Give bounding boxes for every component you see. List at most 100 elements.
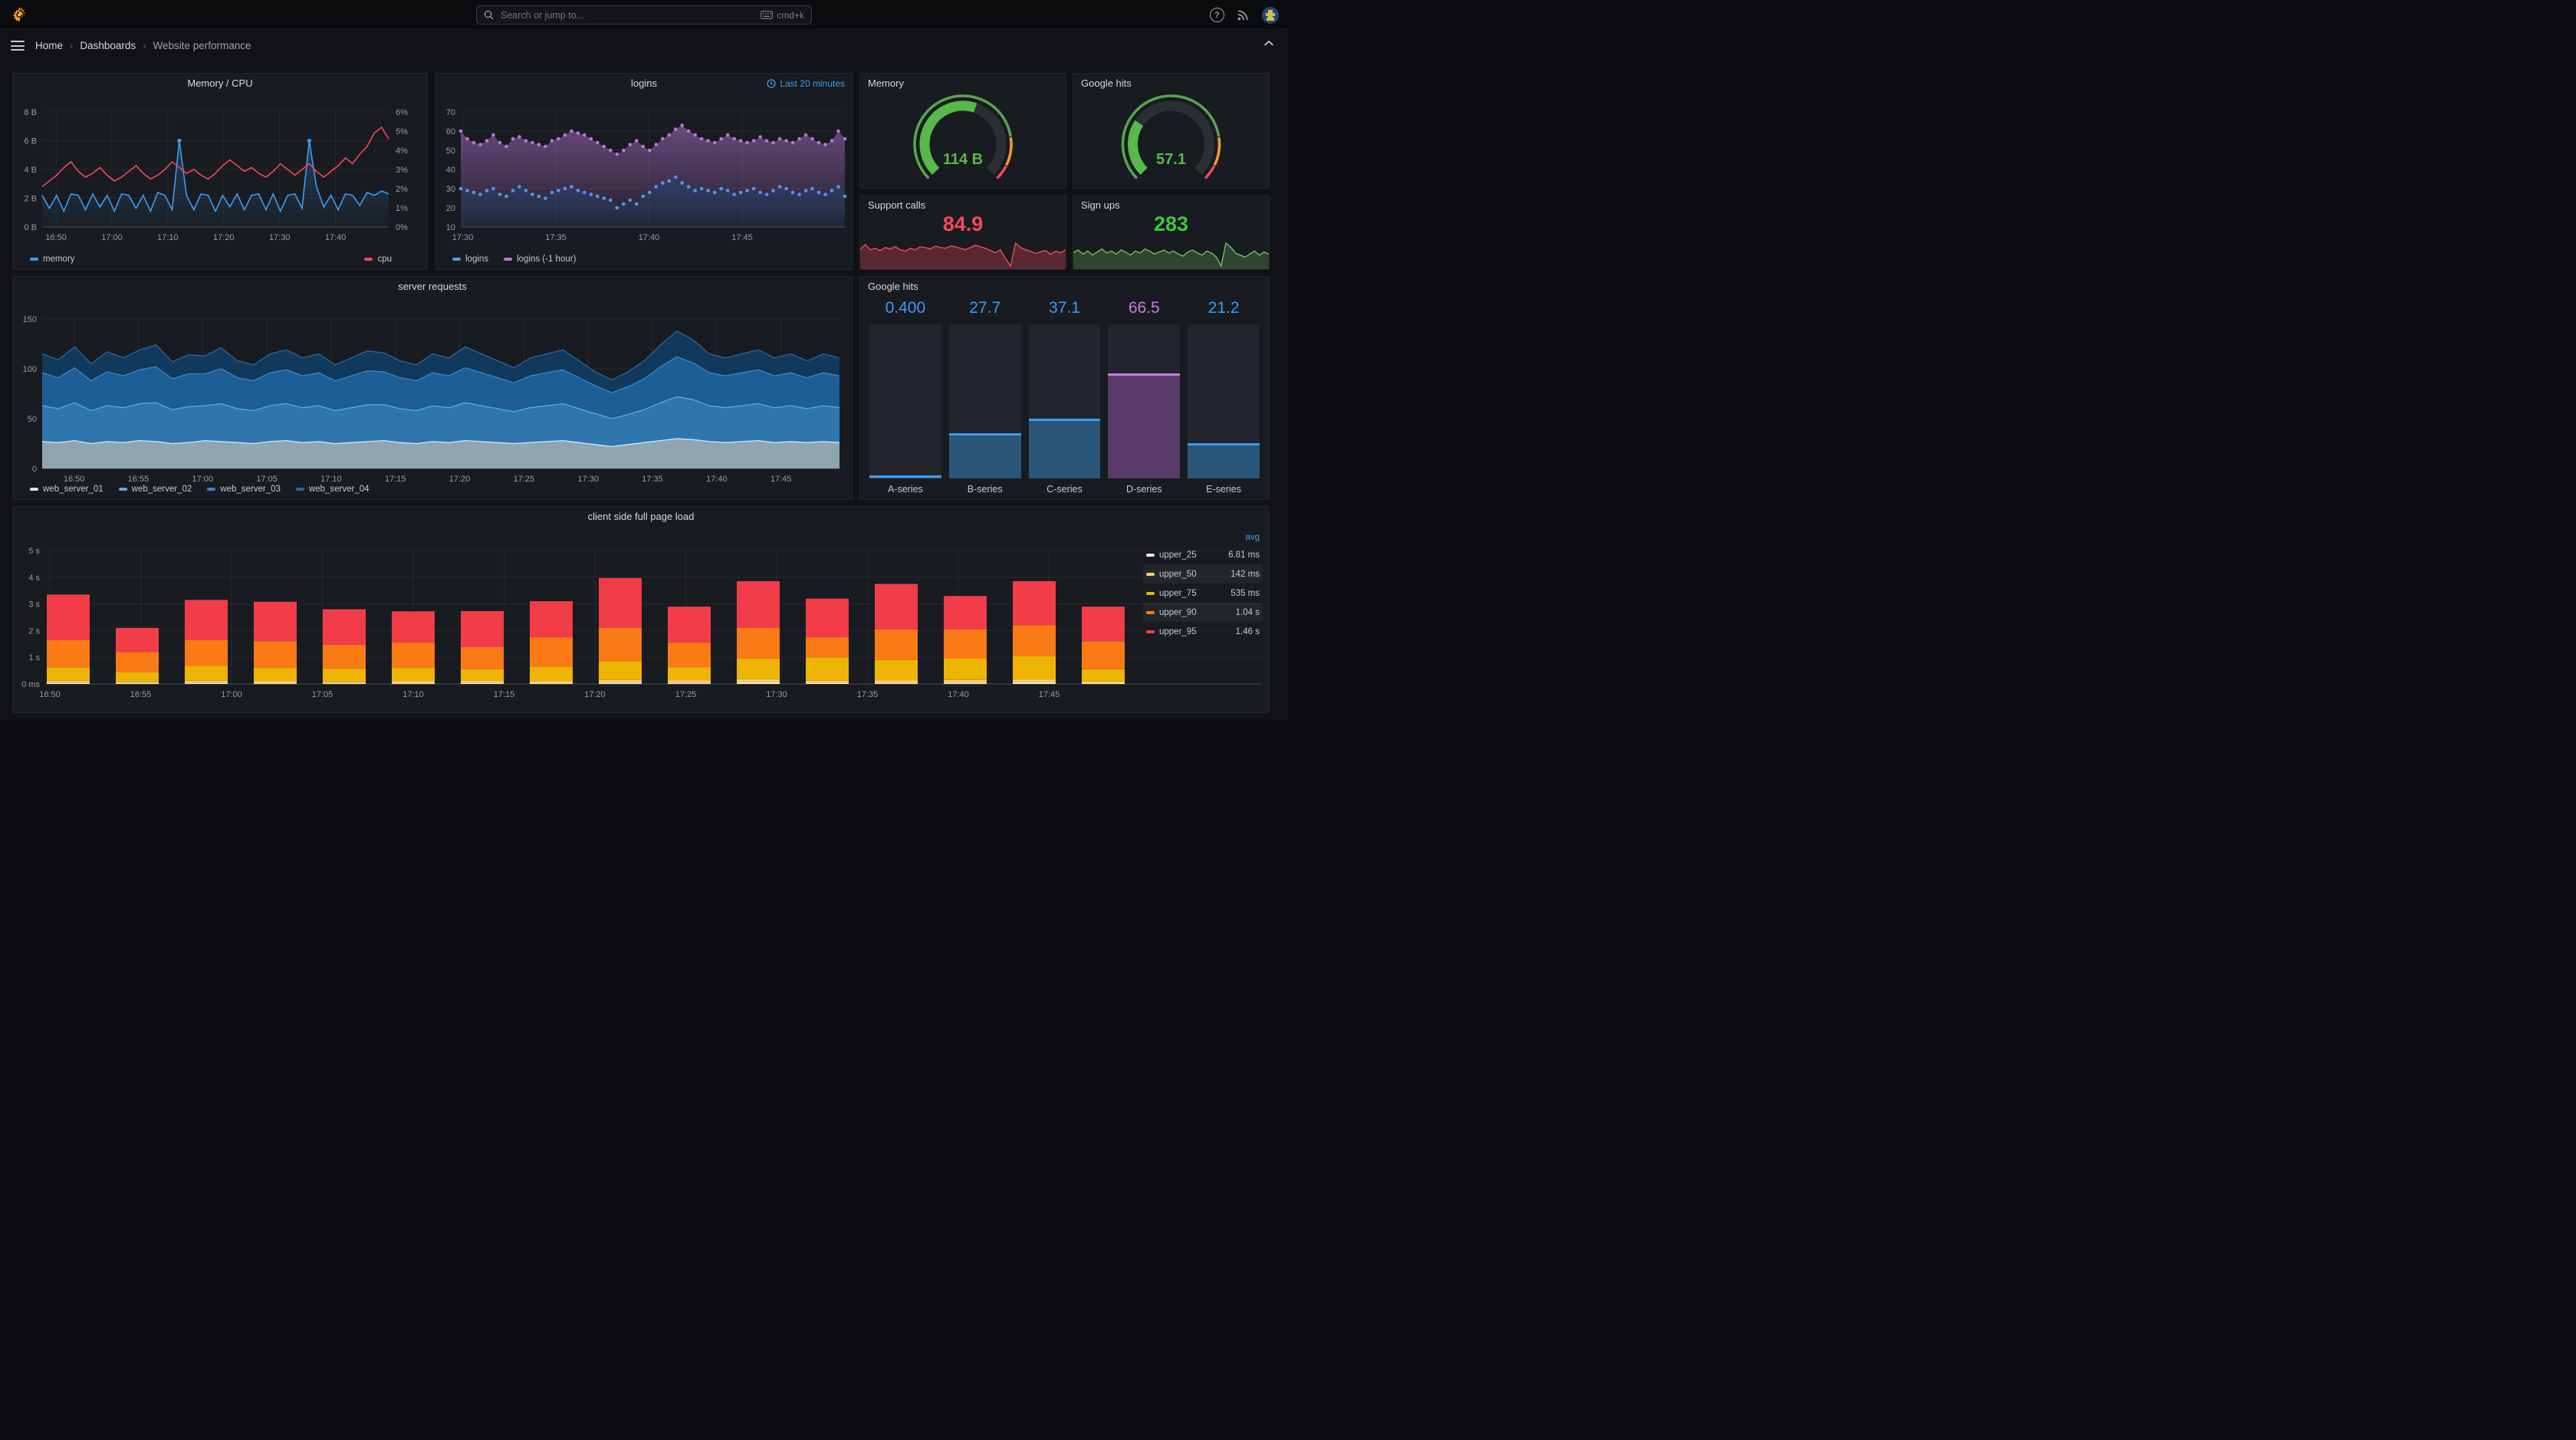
svg-text:70: 70 <box>446 108 455 117</box>
svg-text:5%: 5% <box>396 127 408 136</box>
panel-title[interactable]: server requests <box>398 281 467 292</box>
panel-title[interactable]: Sign ups <box>1081 199 1120 211</box>
legend-item-web_server_01[interactable]: web_server_01 <box>30 485 104 494</box>
svg-text:16:50: 16:50 <box>45 233 67 242</box>
shortcut-hint: cmd+k <box>761 10 804 21</box>
svg-text:40: 40 <box>446 166 455 175</box>
svg-text:17:35: 17:35 <box>545 233 567 242</box>
breadcrumb-current: Website performance <box>153 40 251 51</box>
client-load-legend: avg upper_25 6.81 ms upper_50 142 ms upper_7… <box>1143 530 1263 641</box>
keyboard-icon <box>761 11 774 19</box>
legend-item-logins[interactable]: logins <box>452 255 488 264</box>
bar-category-label: A-series <box>887 484 923 495</box>
legend-swatch <box>1146 630 1155 633</box>
bar-track <box>1108 324 1181 478</box>
svg-text:6%: 6% <box>396 108 408 117</box>
svg-text:17:00: 17:00 <box>192 475 213 484</box>
legend-row-upper_50[interactable]: upper_50 142 ms <box>1143 564 1263 584</box>
memory-gauge: 114 B <box>860 89 1066 185</box>
panel-title[interactable]: client side full page load <box>587 511 695 522</box>
search-input[interactable] <box>499 8 761 21</box>
svg-text:60: 60 <box>446 127 455 136</box>
svg-text:17:05: 17:05 <box>256 475 278 484</box>
svg-text:17:45: 17:45 <box>770 475 792 484</box>
legend-row-upper_95[interactable]: upper_95 1.46 s <box>1143 622 1263 641</box>
svg-text:0 ms: 0 ms <box>21 680 40 689</box>
svg-text:17:15: 17:15 <box>385 475 406 484</box>
bar-track <box>948 324 1021 478</box>
legend-row-upper_75[interactable]: upper_75 535 ms <box>1143 584 1263 603</box>
search-bar[interactable]: cmd+k <box>476 5 812 25</box>
svg-text:0%: 0% <box>396 223 408 232</box>
svg-text:4 s: 4 s <box>28 574 40 583</box>
legend-item-logins-prev[interactable]: logins (-1 hour) <box>504 255 576 264</box>
legend-item-cpu[interactable]: cpu <box>364 255 392 264</box>
legend-swatch <box>118 488 127 491</box>
svg-text:0: 0 <box>32 465 37 474</box>
svg-text:20: 20 <box>446 204 455 213</box>
bar-value: 0.400 <box>885 299 926 317</box>
svg-text:17:00: 17:00 <box>101 233 123 242</box>
support-calls-sparkline <box>859 238 1066 269</box>
svg-text:17:10: 17:10 <box>402 690 424 699</box>
svg-text:16:50: 16:50 <box>64 475 85 484</box>
svg-text:17:30: 17:30 <box>766 690 787 699</box>
breadcrumb-dashboards[interactable]: Dashboards <box>80 40 136 51</box>
panel-memory-gauge: Memory 114 B <box>859 73 1066 189</box>
svg-text:50: 50 <box>446 146 455 156</box>
help-icon[interactable]: ? <box>1210 8 1224 22</box>
grafana-logo-icon[interactable] <box>11 6 28 23</box>
logins-legend: logins logins (-1 hour) <box>452 255 839 264</box>
legend-item-web_server_04[interactable]: web_server_04 <box>295 485 370 494</box>
time-range-link[interactable]: Last 20 minutes <box>767 78 845 89</box>
google-hits-gauge: 57.1 <box>1073 89 1269 185</box>
svg-text:150: 150 <box>23 315 37 324</box>
bar-fill <box>1188 443 1260 478</box>
svg-text:17:15: 17:15 <box>494 690 515 699</box>
legend-swatch <box>207 488 216 491</box>
panel-title[interactable]: Support calls <box>868 199 926 211</box>
legend-swatch <box>364 258 373 261</box>
bar-category-label: B-series <box>967 484 1003 495</box>
svg-text:17:05: 17:05 <box>312 690 334 699</box>
shortcut-label: cmd+k <box>777 9 804 21</box>
legend-swatch <box>1146 553 1155 557</box>
svg-text:5 s: 5 s <box>28 547 40 556</box>
panel-google-hits-bars: Google hits 0.400 A-series 27.7 B-series 37.… <box>859 276 1270 500</box>
sign-ups-sparkline <box>1073 238 1270 269</box>
bar-fill <box>1108 373 1181 478</box>
bar-value: 21.2 <box>1208 299 1240 317</box>
svg-text:3 s: 3 s <box>28 600 40 610</box>
breadcrumb-home[interactable]: Home <box>35 40 64 51</box>
legend-row-upper_25[interactable]: upper_25 6.81 ms <box>1143 545 1263 564</box>
memory-cpu-chart: 8 B 6 B 4 B 2 B 0 B 6% 5% 4% 3% 2% 1% 0% 16:50 17:00 1… <box>13 90 427 269</box>
legend-swatch <box>30 258 38 261</box>
svg-text:17:10: 17:10 <box>320 475 342 484</box>
bar-value: 27.7 <box>969 299 1001 317</box>
google-hits-bar-gauge: 0.400 A-series 27.7 B-series 37.1 C-series 66.… <box>869 294 1260 499</box>
legend-item-web_server_03[interactable]: web_server_03 <box>207 485 281 494</box>
menu-toggle-icon[interactable] <box>11 41 25 51</box>
legend-row-upper_90[interactable]: upper_90 1.04 s <box>1143 603 1263 622</box>
legend-swatch <box>1146 572 1155 576</box>
memory-cpu-legend: memory cpu <box>30 255 413 264</box>
svg-text:17:45: 17:45 <box>731 233 753 242</box>
svg-text:100: 100 <box>23 365 37 374</box>
svg-text:17:10: 17:10 <box>157 233 179 242</box>
legend-item-web_server_02[interactable]: web_server_02 <box>118 485 192 494</box>
svg-text:4 B: 4 B <box>24 166 37 175</box>
svg-text:17:25: 17:25 <box>675 690 697 699</box>
panel-title[interactable]: Memory / CPU <box>187 77 253 89</box>
panel-title[interactable]: Google hits <box>1081 77 1132 89</box>
panel-title[interactable]: logins <box>631 77 657 89</box>
panel-logins: logins Last 20 minutes 70 60 50 40 30 20 10 17:… <box>435 73 853 270</box>
collapse-chevron-up-icon[interactable] <box>1263 40 1274 47</box>
legend-item-memory[interactable]: memory <box>30 255 75 264</box>
svg-text:114 B: 114 B <box>943 151 983 168</box>
avatar[interactable] <box>1262 6 1279 24</box>
panel-title[interactable]: Memory <box>868 77 904 89</box>
panel-title[interactable]: Google hits <box>868 281 918 292</box>
svg-text:17:40: 17:40 <box>639 233 660 242</box>
breadcrumb: Home › Dashboards › Website performance <box>0 30 1288 61</box>
news-rss-icon[interactable] <box>1237 8 1250 21</box>
